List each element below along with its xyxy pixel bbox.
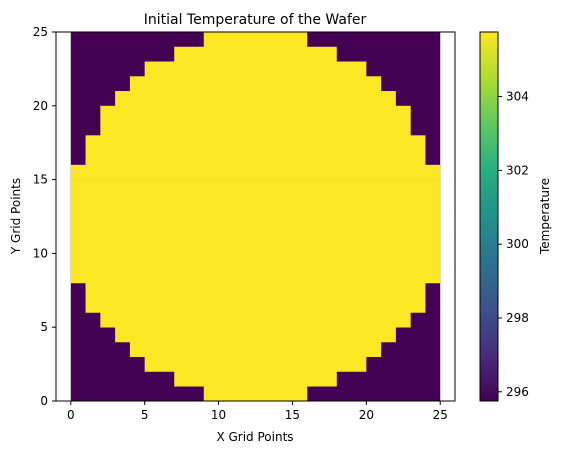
plot-frame bbox=[55, 31, 456, 402]
heatmap-area bbox=[70, 32, 441, 402]
colorbar-tick-label: 298 bbox=[506, 311, 529, 325]
heatmap-row bbox=[70, 179, 441, 195]
y-tick-label: 20 bbox=[33, 99, 48, 113]
heatmap-row bbox=[70, 194, 441, 210]
heatmap-row bbox=[115, 91, 396, 107]
heatmap-row bbox=[85, 135, 426, 151]
heatmap-row bbox=[144, 356, 367, 372]
colorbar-tick-label: 304 bbox=[506, 90, 529, 104]
y-axis: 0 5 10 15 20 25 bbox=[33, 25, 56, 408]
heatmap-row bbox=[70, 164, 441, 180]
colorbar-ticks: 296 298 300 302 304 bbox=[498, 90, 529, 399]
heatmap-row bbox=[70, 238, 441, 254]
colorbar-label: Temperature bbox=[538, 178, 552, 255]
heatmap-row bbox=[100, 120, 411, 136]
colorbar-tick-label: 300 bbox=[506, 237, 529, 251]
heatmap-row bbox=[115, 327, 396, 343]
heatmap-row bbox=[85, 282, 426, 298]
chart-title: Initial Temperature of the Wafer bbox=[144, 12, 367, 28]
x-tick-label: 25 bbox=[433, 408, 448, 422]
heatmap-row bbox=[203, 386, 308, 402]
heatmap-row bbox=[174, 46, 337, 62]
heatmap-row bbox=[70, 209, 441, 225]
heatmap-row bbox=[174, 371, 337, 387]
colorbar: 296 298 300 302 304 Temperature bbox=[479, 31, 552, 402]
x-tick-label: 10 bbox=[211, 408, 226, 422]
heatmap-row bbox=[129, 341, 382, 358]
x-axis-label: X Grid Points bbox=[216, 430, 293, 444]
x-axis: 0 5 10 15 20 25 bbox=[67, 401, 448, 422]
x-tick-label: 15 bbox=[285, 408, 300, 422]
heatmap-row bbox=[100, 312, 411, 328]
heatmap-row bbox=[70, 268, 441, 284]
colorbar-tick-label: 302 bbox=[506, 163, 529, 177]
x-tick-label: 5 bbox=[141, 408, 149, 422]
heatmap-row bbox=[203, 32, 308, 48]
heatmap-row bbox=[70, 253, 441, 269]
heatmap-row bbox=[129, 76, 382, 92]
heatmap-row bbox=[85, 150, 426, 166]
heatmap-row bbox=[100, 105, 411, 121]
y-tick-label: 25 bbox=[33, 25, 48, 39]
x-tick-label: 20 bbox=[359, 408, 374, 422]
colorbar-gradient bbox=[479, 31, 499, 402]
heatmap-row bbox=[70, 223, 441, 239]
y-tick-label: 5 bbox=[40, 320, 48, 334]
colorbar-tick-label: 296 bbox=[506, 385, 529, 399]
x-tick-label: 0 bbox=[67, 408, 75, 422]
y-tick-label: 15 bbox=[33, 173, 48, 187]
y-tick-label: 0 bbox=[40, 394, 48, 408]
heatmap-row bbox=[85, 297, 426, 313]
y-tick-label: 10 bbox=[33, 246, 48, 260]
heatmap-row bbox=[144, 61, 367, 77]
y-axis-label: Y Grid Points bbox=[9, 178, 23, 255]
